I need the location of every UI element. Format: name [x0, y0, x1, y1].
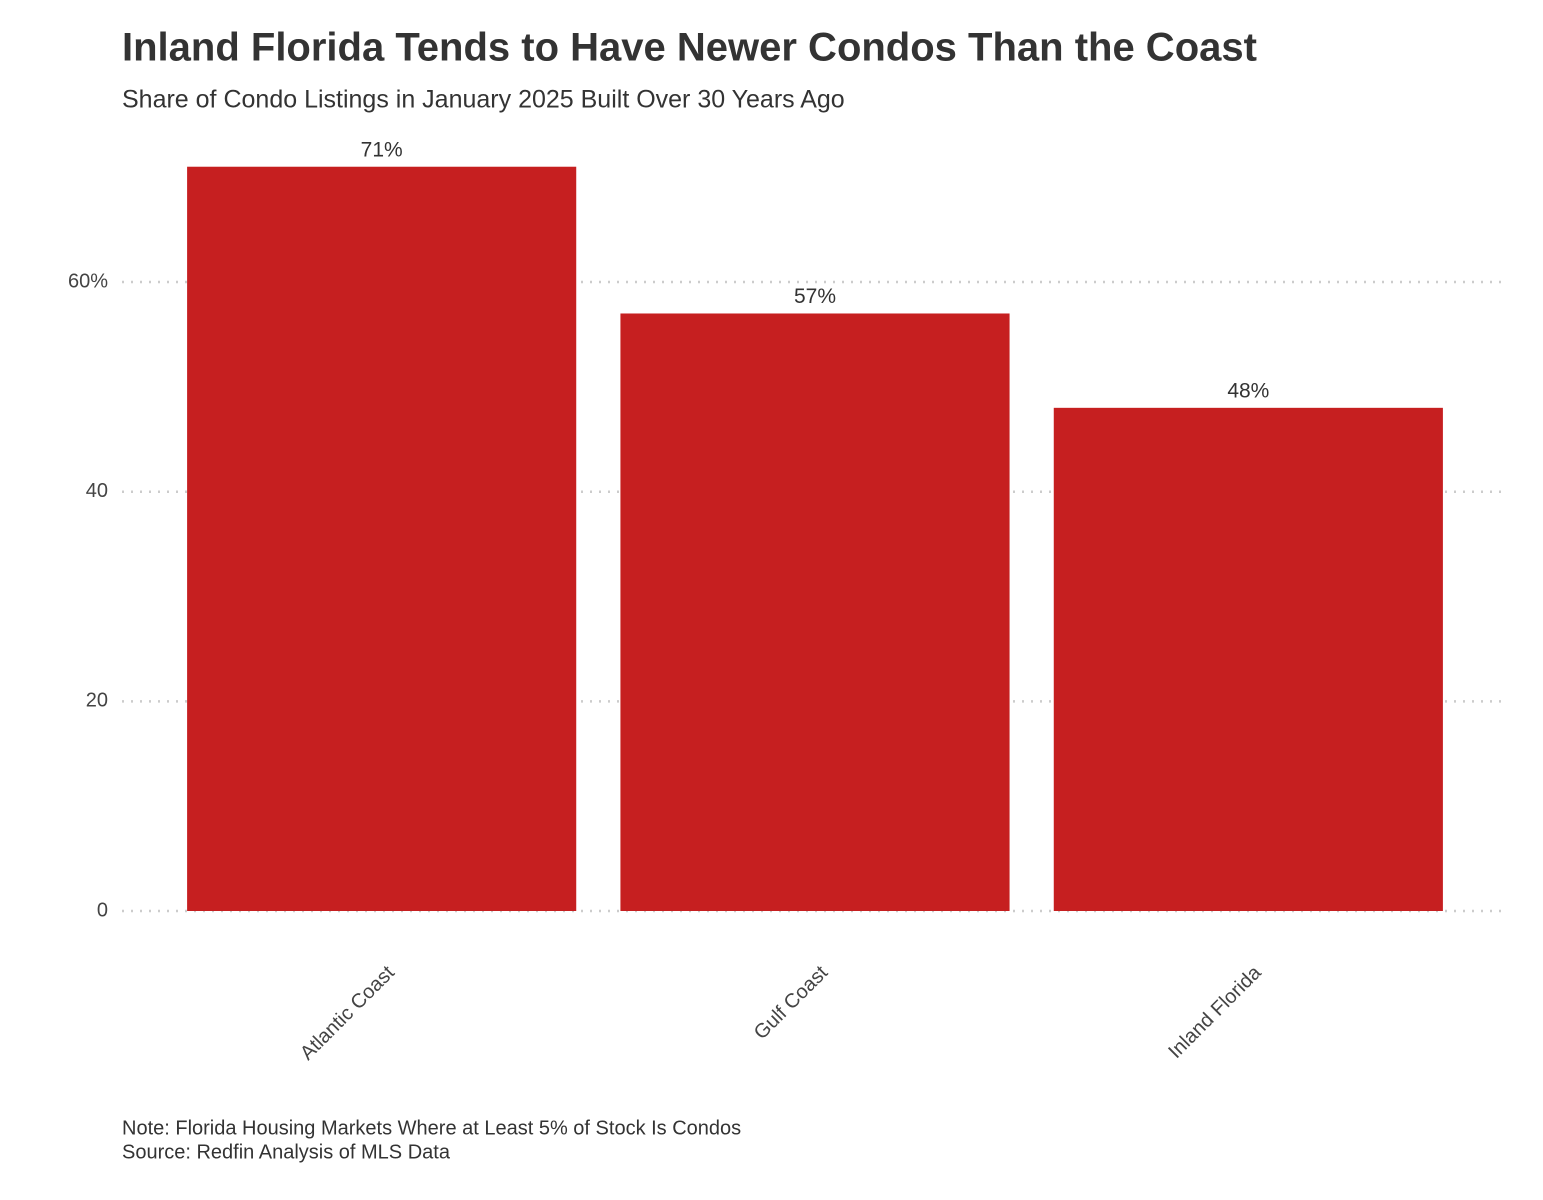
chart-subtitle: Share of Condo Listings in January 2025 … — [122, 86, 845, 114]
value-label: 71% — [361, 138, 403, 161]
x-tick-label: Inland Florida — [1164, 961, 1266, 1063]
y-tick-label: 60% — [68, 270, 108, 292]
value-label: 57% — [794, 285, 836, 308]
value-label: 48% — [1227, 379, 1269, 402]
note: Note: Florida Housing Markets Where at L… — [122, 1117, 741, 1139]
bar — [620, 313, 1010, 911]
bar — [1053, 407, 1443, 911]
y-tick-label: 20 — [86, 690, 108, 712]
y-tick-label: 0 — [97, 899, 108, 921]
source: Source: Redfin Analysis of MLS Data — [122, 1141, 451, 1163]
x-tick-label: Atlantic Coast — [296, 961, 399, 1064]
chart-title: Inland Florida Tends to Have Newer Condo… — [122, 26, 1257, 70]
bar — [187, 166, 577, 912]
y-tick-label: 40 — [86, 480, 108, 502]
x-tick-label: Gulf Coast — [750, 961, 833, 1044]
